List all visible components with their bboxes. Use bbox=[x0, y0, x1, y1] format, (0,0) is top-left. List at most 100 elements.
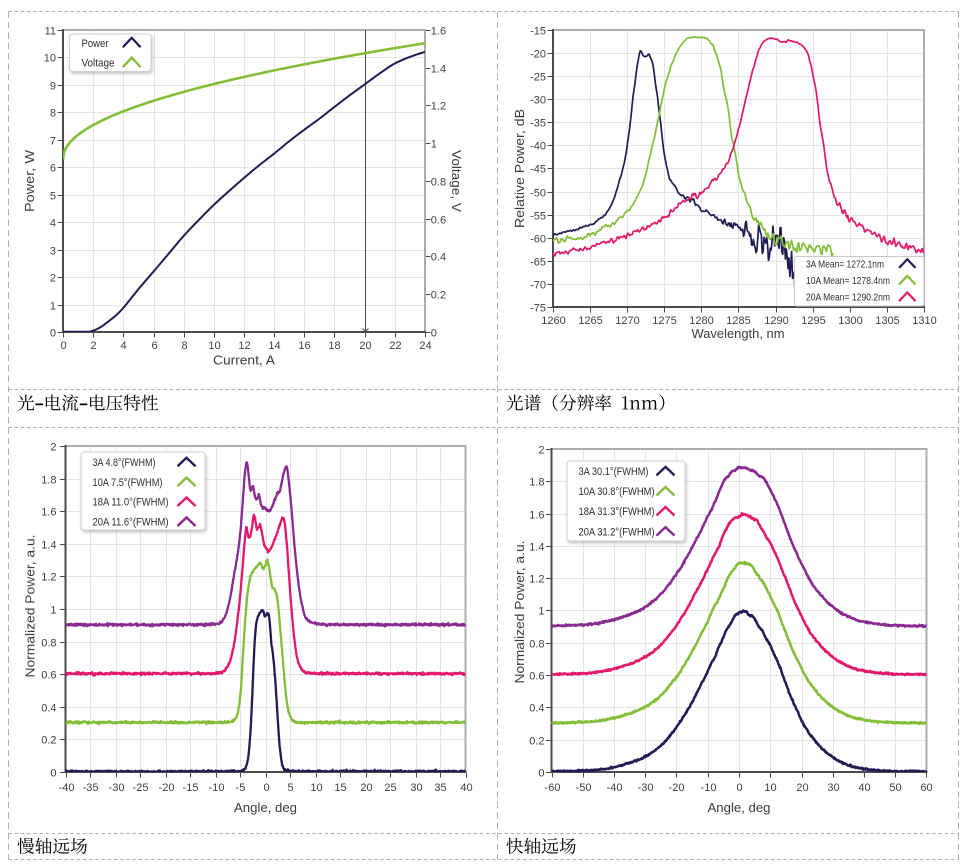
svg-text:-20: -20 bbox=[530, 49, 546, 61]
svg-text:0.8: 0.8 bbox=[41, 638, 56, 650]
svg-text:-60: -60 bbox=[545, 782, 561, 794]
svg-text:1: 1 bbox=[50, 301, 56, 313]
svg-text:22: 22 bbox=[389, 340, 401, 352]
svg-text:5: 5 bbox=[50, 191, 56, 203]
svg-text:3A Mean= 1272.1nm: 3A Mean= 1272.1nm bbox=[806, 258, 884, 270]
svg-text:30: 30 bbox=[410, 782, 422, 794]
svg-text:18A 31.3°(FWHM): 18A 31.3°(FWHM) bbox=[579, 506, 655, 518]
svg-text:50: 50 bbox=[889, 782, 901, 794]
svg-text:0.4: 0.4 bbox=[529, 703, 544, 715]
svg-text:40: 40 bbox=[460, 782, 472, 794]
svg-text:5: 5 bbox=[287, 782, 293, 794]
svg-text:Normalized Power, a.u.: Normalized Power, a.u. bbox=[512, 541, 527, 684]
svg-text:20A 11.6°(FWHM): 20A 11.6°(FWHM) bbox=[93, 517, 169, 529]
svg-text:2: 2 bbox=[50, 273, 56, 285]
svg-text:0.4: 0.4 bbox=[431, 252, 446, 264]
svg-text:0.8: 0.8 bbox=[529, 639, 544, 651]
svg-text:Power: Power bbox=[82, 38, 109, 50]
svg-text:1.8: 1.8 bbox=[529, 477, 544, 489]
svg-text:6: 6 bbox=[151, 340, 157, 352]
svg-text:11: 11 bbox=[45, 26, 56, 38]
svg-text:Current, A: Current, A bbox=[213, 353, 275, 368]
svg-text:20A Mean= 1290.2nm: 20A Mean= 1290.2nm bbox=[806, 292, 890, 304]
svg-text:1.6: 1.6 bbox=[529, 510, 544, 522]
svg-text:2: 2 bbox=[538, 445, 544, 457]
svg-text:Power, W: Power, W bbox=[22, 149, 37, 212]
svg-text:1270: 1270 bbox=[615, 315, 639, 327]
svg-text:20: 20 bbox=[796, 782, 808, 794]
svg-text:25: 25 bbox=[384, 782, 396, 794]
svg-text:24: 24 bbox=[419, 340, 431, 352]
svg-text:16: 16 bbox=[298, 340, 310, 352]
svg-text:1295: 1295 bbox=[801, 315, 825, 327]
svg-text:15: 15 bbox=[334, 782, 346, 794]
svg-text:-15: -15 bbox=[183, 782, 199, 794]
svg-text:9: 9 bbox=[50, 81, 56, 93]
svg-text:10: 10 bbox=[44, 53, 56, 65]
svg-text:1280: 1280 bbox=[689, 315, 713, 327]
svg-text:1300: 1300 bbox=[838, 315, 862, 327]
svg-text:8: 8 bbox=[50, 108, 56, 120]
svg-text:1260: 1260 bbox=[541, 315, 565, 327]
svg-text:-75: -75 bbox=[530, 303, 546, 315]
svg-text:12: 12 bbox=[238, 340, 250, 352]
svg-text:1290: 1290 bbox=[764, 315, 788, 327]
svg-text:0.2: 0.2 bbox=[41, 735, 56, 747]
svg-text:-55: -55 bbox=[530, 211, 546, 223]
svg-text:-40: -40 bbox=[59, 782, 75, 794]
svg-text:1275: 1275 bbox=[652, 315, 676, 327]
svg-text:18: 18 bbox=[328, 340, 340, 352]
svg-text:0: 0 bbox=[431, 328, 437, 340]
svg-text:0: 0 bbox=[50, 768, 56, 780]
svg-text:2: 2 bbox=[50, 442, 56, 454]
svg-text:-35: -35 bbox=[83, 782, 99, 794]
svg-text:-70: -70 bbox=[530, 280, 546, 292]
svg-text:Angle, deg: Angle, deg bbox=[234, 800, 297, 815]
svg-text:30: 30 bbox=[827, 782, 839, 794]
svg-text:0.2: 0.2 bbox=[529, 736, 544, 748]
svg-text:0: 0 bbox=[538, 768, 544, 780]
svg-text:10A 30.8°(FWHM): 10A 30.8°(FWHM) bbox=[579, 486, 655, 498]
svg-text:-50: -50 bbox=[576, 782, 592, 794]
svg-text:0: 0 bbox=[736, 782, 742, 794]
svg-text:-35: -35 bbox=[530, 118, 546, 130]
svg-text:3A 30.1°(FWHM): 3A 30.1°(FWHM) bbox=[579, 466, 649, 478]
svg-text:0: 0 bbox=[263, 782, 269, 794]
svg-text:-20: -20 bbox=[159, 782, 175, 794]
svg-text:-40: -40 bbox=[607, 782, 623, 794]
svg-text:4: 4 bbox=[50, 218, 56, 230]
svg-text:1.2: 1.2 bbox=[41, 572, 56, 584]
svg-text:1.4: 1.4 bbox=[431, 64, 446, 76]
svg-text:1310: 1310 bbox=[912, 315, 936, 327]
svg-text:20: 20 bbox=[360, 782, 372, 794]
svg-text:1.6: 1.6 bbox=[41, 507, 56, 519]
svg-text:-20: -20 bbox=[669, 782, 685, 794]
svg-text:8: 8 bbox=[181, 340, 187, 352]
svg-text:Wavelength, nm: Wavelength, nm bbox=[692, 326, 785, 341]
svg-text:10: 10 bbox=[208, 340, 220, 352]
svg-text:-40: -40 bbox=[530, 141, 546, 153]
svg-text:1: 1 bbox=[431, 139, 437, 151]
svg-text:0.8: 0.8 bbox=[431, 177, 446, 189]
svg-text:60: 60 bbox=[920, 782, 932, 794]
svg-text:1: 1 bbox=[538, 606, 544, 618]
svg-text:18A 11.0°(FWHM): 18A 11.0°(FWHM) bbox=[93, 497, 169, 509]
svg-text:-65: -65 bbox=[530, 257, 546, 269]
svg-text:-10: -10 bbox=[209, 782, 225, 794]
svg-text:0.6: 0.6 bbox=[41, 670, 56, 682]
svg-text:Voltage, V: Voltage, V bbox=[449, 150, 464, 212]
svg-text:20: 20 bbox=[359, 340, 371, 352]
svg-text:3: 3 bbox=[50, 246, 56, 258]
svg-text:4: 4 bbox=[120, 340, 126, 352]
svg-text:-25: -25 bbox=[133, 782, 149, 794]
svg-text:0.6: 0.6 bbox=[431, 215, 446, 227]
svg-text:0: 0 bbox=[60, 340, 66, 352]
svg-text:40: 40 bbox=[858, 782, 870, 794]
svg-text:-25: -25 bbox=[530, 72, 546, 84]
svg-text:1.6: 1.6 bbox=[431, 26, 446, 38]
svg-text:1: 1 bbox=[50, 605, 56, 617]
svg-text:10: 10 bbox=[764, 782, 776, 794]
svg-text:-50: -50 bbox=[530, 188, 546, 200]
svg-text:-45: -45 bbox=[530, 164, 546, 176]
svg-text:2: 2 bbox=[90, 340, 96, 352]
